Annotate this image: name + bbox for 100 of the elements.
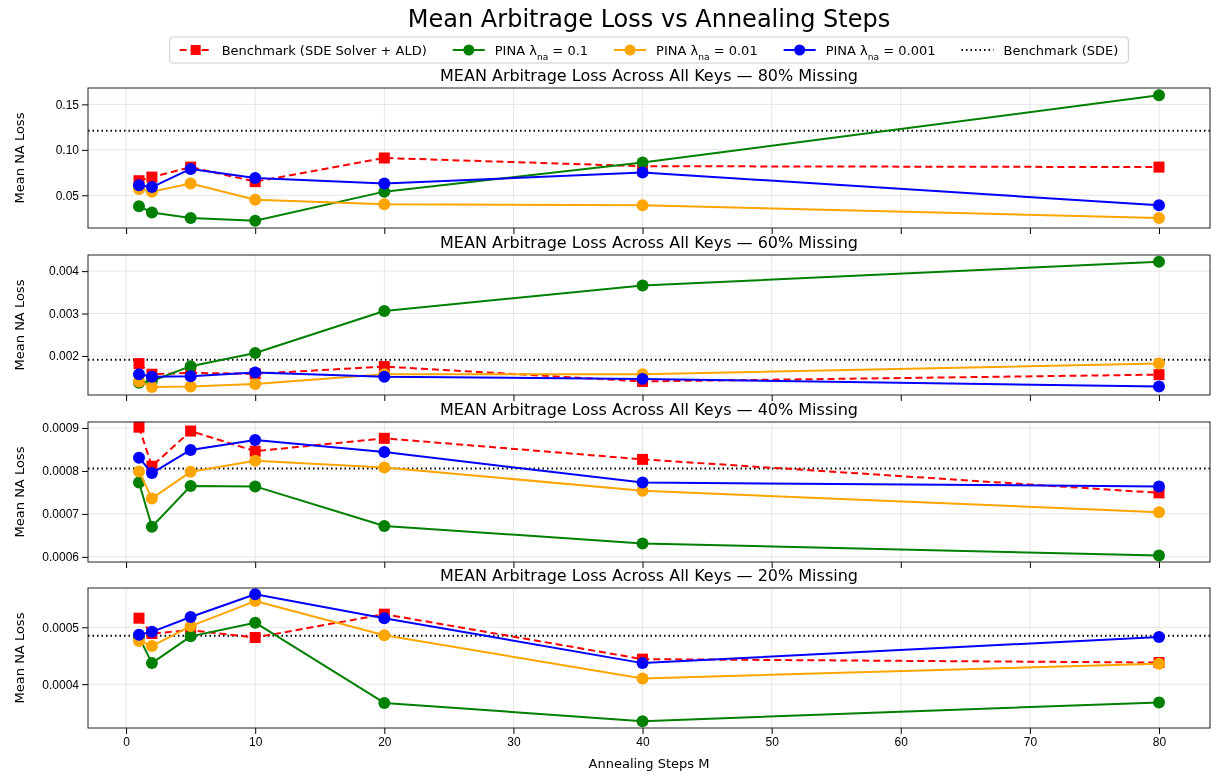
y-tick-label: 0.002 bbox=[48, 349, 80, 364]
point bbox=[1153, 549, 1165, 562]
point bbox=[378, 612, 391, 625]
point bbox=[145, 657, 158, 670]
point bbox=[133, 451, 145, 464]
y-tick-label: 0.15 bbox=[55, 97, 80, 112]
point bbox=[636, 199, 649, 212]
point bbox=[133, 358, 145, 370]
y-tick-label: 0.0007 bbox=[42, 507, 80, 522]
point bbox=[184, 443, 197, 456]
point bbox=[378, 446, 391, 459]
x-axis-title: Annealing Steps M bbox=[588, 756, 710, 771]
point bbox=[133, 465, 145, 478]
point bbox=[184, 611, 197, 624]
x-tick-label: 30 bbox=[507, 734, 521, 749]
point bbox=[378, 519, 391, 532]
point bbox=[378, 152, 390, 164]
x-tick-label: 50 bbox=[765, 734, 780, 749]
point bbox=[145, 520, 158, 533]
point bbox=[637, 453, 649, 465]
y-tick-label: 0.0005 bbox=[42, 620, 80, 635]
point bbox=[249, 454, 262, 467]
y-axis-title: Mean NA Loss bbox=[12, 612, 27, 704]
point bbox=[636, 715, 649, 728]
point bbox=[636, 537, 649, 550]
point bbox=[378, 432, 390, 444]
point bbox=[249, 193, 262, 206]
point bbox=[1153, 369, 1165, 381]
point bbox=[636, 476, 649, 489]
point bbox=[184, 212, 197, 224]
point bbox=[145, 467, 158, 480]
y-tick-label: 0.0006 bbox=[42, 550, 80, 565]
point bbox=[249, 616, 262, 629]
point bbox=[636, 156, 649, 169]
point bbox=[249, 214, 262, 227]
point bbox=[378, 629, 391, 642]
y-tick-label: 0.05 bbox=[55, 188, 80, 203]
legend-label: PINA λ$_{na}$ = 0.001 bbox=[825, 43, 936, 62]
point bbox=[184, 370, 197, 383]
chart-title: MEAN Arbitrage Loss Across All Keys — 20% Missing bbox=[440, 566, 858, 585]
chart-subtitle: MEAN Arbitrage Loss Across All Keys — 80% Missing bbox=[440, 66, 858, 85]
point bbox=[378, 696, 391, 709]
point bbox=[1153, 89, 1165, 102]
point bbox=[133, 421, 145, 433]
point bbox=[249, 588, 262, 601]
y-tick-label: 0.0004 bbox=[42, 677, 80, 692]
x-tick-label: 40 bbox=[636, 734, 651, 749]
point bbox=[636, 657, 649, 670]
point bbox=[1153, 212, 1165, 224]
y-tick-label: 0.10 bbox=[55, 143, 80, 158]
point bbox=[636, 166, 649, 179]
point bbox=[1153, 199, 1165, 212]
point bbox=[133, 612, 145, 624]
y-tick-label: 0.003 bbox=[48, 306, 80, 321]
x-tick-label: 80 bbox=[1152, 734, 1167, 749]
point bbox=[1153, 480, 1165, 493]
point bbox=[378, 305, 391, 317]
x-tick-label: 70 bbox=[1023, 734, 1038, 749]
point bbox=[378, 461, 391, 474]
point bbox=[1153, 696, 1165, 709]
chart-title: Mean Arbitrage Loss vs Annealing Steps bbox=[407, 5, 891, 33]
point bbox=[146, 171, 158, 183]
point bbox=[1153, 380, 1165, 393]
point bbox=[1153, 255, 1165, 268]
point bbox=[1153, 506, 1165, 519]
x-tick-label: 20 bbox=[378, 734, 392, 749]
point bbox=[184, 380, 197, 393]
point bbox=[145, 206, 158, 219]
y-tick-label: 0.0009 bbox=[42, 421, 80, 436]
legend-label: PINA λ$_{na}$ = 0.01 bbox=[656, 43, 758, 62]
point bbox=[184, 465, 197, 478]
point bbox=[378, 198, 391, 211]
y-tick-label: 0.0008 bbox=[42, 464, 80, 479]
legend-label: Benchmark (SDE Solver + ALD) bbox=[221, 43, 427, 58]
point bbox=[145, 640, 158, 653]
legend-label: PINA λ$_{na}$ = 0.1 bbox=[494, 43, 589, 62]
point bbox=[133, 200, 145, 213]
chart-title: MEAN Arbitrage Loss Across All Keys — 60% Missing bbox=[440, 233, 858, 252]
point bbox=[636, 279, 649, 292]
point bbox=[1153, 630, 1165, 643]
y-axis-title: Mean NA Loss bbox=[12, 112, 27, 204]
x-tick-label: 60 bbox=[894, 734, 909, 749]
point bbox=[1153, 357, 1165, 370]
x-tick-label: 10 bbox=[249, 734, 263, 749]
chart-title: MEAN Arbitrage Loss Across All Keys — 40% Missing bbox=[440, 400, 858, 419]
point bbox=[184, 177, 197, 190]
point bbox=[1153, 161, 1165, 173]
y-tick-label: 0.004 bbox=[48, 264, 80, 279]
point bbox=[378, 177, 391, 190]
point bbox=[184, 630, 197, 643]
point bbox=[249, 632, 261, 644]
point bbox=[249, 172, 262, 184]
point bbox=[133, 368, 145, 381]
y-axis-title: Mean NA Loss bbox=[12, 446, 27, 538]
point bbox=[249, 480, 262, 493]
point bbox=[184, 479, 197, 492]
point bbox=[145, 492, 158, 505]
point bbox=[249, 347, 262, 359]
point bbox=[249, 434, 262, 447]
y-axis-title: Mean NA Loss bbox=[12, 279, 27, 371]
